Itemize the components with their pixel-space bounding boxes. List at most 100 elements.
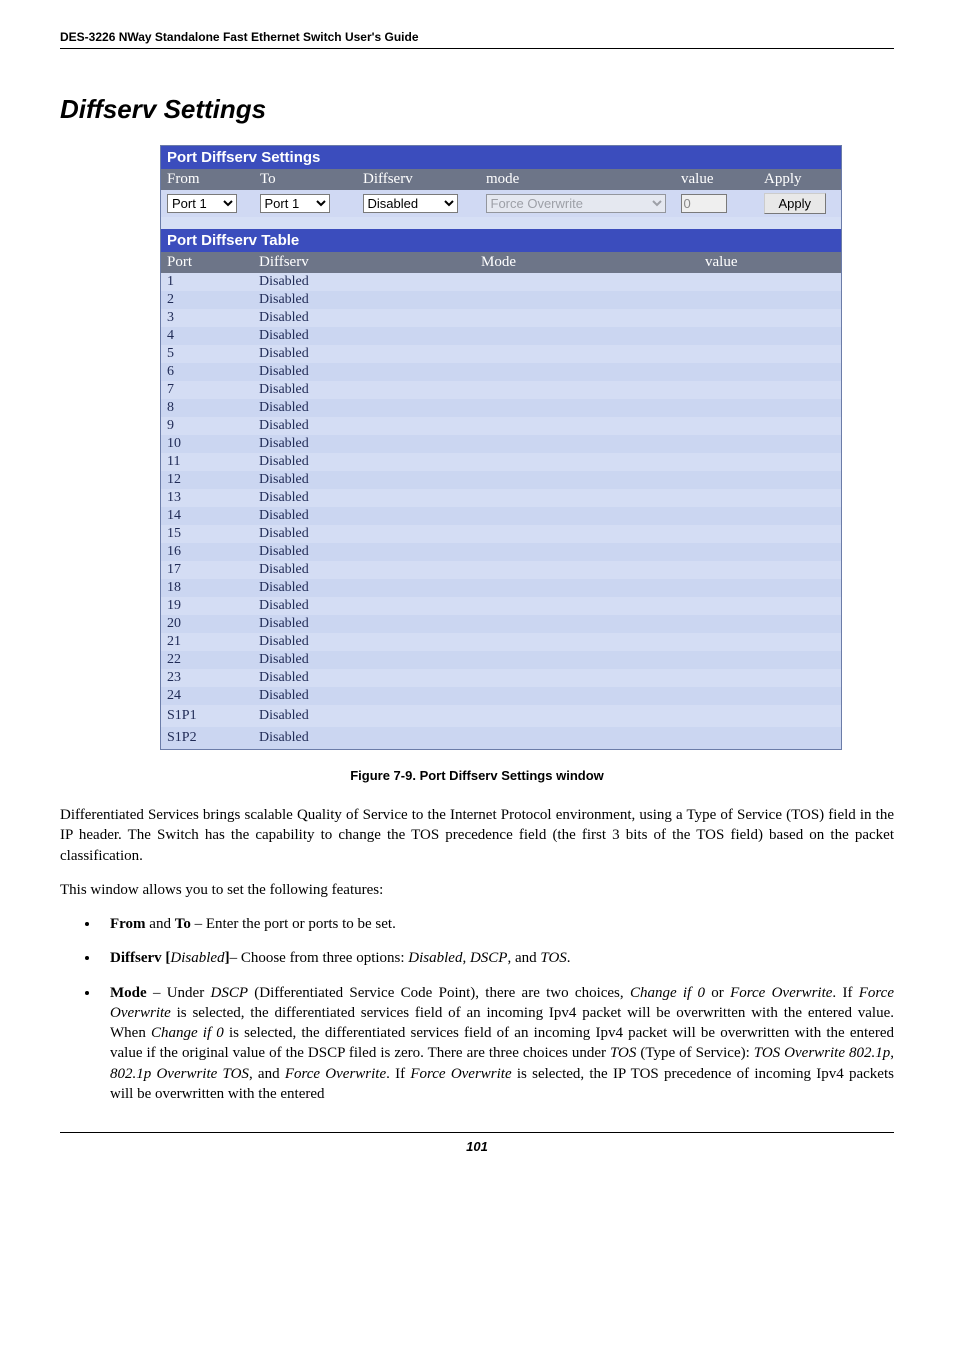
cell-value <box>699 705 841 727</box>
cell-port: 6 <box>161 363 253 381</box>
cell-diffserv: Disabled <box>253 579 475 597</box>
cell-value <box>699 579 841 597</box>
diffserv-table: Port Diffserv Mode value 1Disabled2Disab… <box>161 252 841 749</box>
table-row: 7Disabled <box>161 381 841 399</box>
table-row: 15Disabled <box>161 525 841 543</box>
th-diffserv: Diffserv <box>253 252 475 273</box>
cell-mode <box>475 309 699 327</box>
cell-port: 19 <box>161 597 253 615</box>
table-row: 24Disabled <box>161 687 841 705</box>
bullet-from-to: From and To – Enter the port or ports to… <box>100 914 894 934</box>
table-row: 3Disabled <box>161 309 841 327</box>
header-value: value <box>675 169 758 190</box>
to-select[interactable]: Port 1 <box>260 194 330 213</box>
cell-mode <box>475 489 699 507</box>
cell-mode <box>475 525 699 543</box>
header-from: From <box>161 169 254 190</box>
table-row: 18Disabled <box>161 579 841 597</box>
cell-value <box>699 399 841 417</box>
header-mode: mode <box>480 169 675 190</box>
settings-header-row: From To Diffserv mode value Apply <box>161 169 841 190</box>
value-input[interactable] <box>681 194 727 213</box>
table-row: 21Disabled <box>161 633 841 651</box>
cell-mode <box>475 633 699 651</box>
table-row: 2Disabled <box>161 291 841 309</box>
diffserv-select[interactable]: Disabled <box>363 194 458 213</box>
cell-port: 10 <box>161 435 253 453</box>
table-row: 11Disabled <box>161 453 841 471</box>
cell-port: 3 <box>161 309 253 327</box>
cell-diffserv: Disabled <box>253 561 475 579</box>
cell-diffserv: Disabled <box>253 363 475 381</box>
from-select[interactable]: Port 1 <box>167 194 237 213</box>
table-row: 20Disabled <box>161 615 841 633</box>
cell-port: 13 <box>161 489 253 507</box>
cell-diffserv: Disabled <box>253 633 475 651</box>
cell-value <box>699 309 841 327</box>
table-row: 19Disabled <box>161 597 841 615</box>
cell-value <box>699 273 841 291</box>
cell-port: 23 <box>161 669 253 687</box>
table-row: S1P1Disabled <box>161 705 841 727</box>
cell-value <box>699 417 841 435</box>
cell-mode <box>475 669 699 687</box>
paragraph-1: Differentiated Services brings scalable … <box>60 805 894 866</box>
cell-value <box>699 561 841 579</box>
cell-value <box>699 687 841 705</box>
cell-mode <box>475 453 699 471</box>
cell-diffserv: Disabled <box>253 291 475 309</box>
apply-button[interactable]: Apply <box>764 193 827 214</box>
figure-caption: Figure 7-9. Port Diffserv Settings windo… <box>60 768 894 783</box>
cell-value <box>699 435 841 453</box>
table-row: 6Disabled <box>161 363 841 381</box>
header-diffserv: Diffserv <box>357 169 480 190</box>
cell-mode <box>475 615 699 633</box>
cell-value <box>699 327 841 345</box>
table-row: 1Disabled <box>161 273 841 291</box>
cell-port: 22 <box>161 651 253 669</box>
cell-mode <box>475 687 699 705</box>
cell-diffserv: Disabled <box>253 543 475 561</box>
bullet-mode: Mode – Under DSCP (Differentiated Servic… <box>100 983 894 1105</box>
cell-value <box>699 345 841 363</box>
table-row: 8Disabled <box>161 399 841 417</box>
mode-select[interactable]: Force Overwrite <box>486 194 666 213</box>
cell-diffserv: Disabled <box>253 525 475 543</box>
cell-diffserv: Disabled <box>253 399 475 417</box>
cell-mode <box>475 273 699 291</box>
cell-port: 15 <box>161 525 253 543</box>
cell-port: 9 <box>161 417 253 435</box>
table-row: 12Disabled <box>161 471 841 489</box>
cell-mode <box>475 579 699 597</box>
cell-mode <box>475 507 699 525</box>
cell-value <box>699 471 841 489</box>
cell-diffserv: Disabled <box>253 471 475 489</box>
cell-port: S1P2 <box>161 727 253 749</box>
cell-value <box>699 489 841 507</box>
table-row: 13Disabled <box>161 489 841 507</box>
panel-title: Port Diffserv Settings <box>161 146 841 169</box>
cell-mode <box>475 543 699 561</box>
cell-value <box>699 381 841 399</box>
cell-mode <box>475 651 699 669</box>
cell-port: 16 <box>161 543 253 561</box>
cell-diffserv: Disabled <box>253 705 475 727</box>
table-row: 17Disabled <box>161 561 841 579</box>
cell-value <box>699 669 841 687</box>
cell-port: 21 <box>161 633 253 651</box>
cell-mode <box>475 727 699 749</box>
page-number: 101 <box>60 1132 894 1154</box>
cell-diffserv: Disabled <box>253 669 475 687</box>
table-title: Port Diffserv Table <box>161 229 841 252</box>
cell-diffserv: Disabled <box>253 651 475 669</box>
cell-mode <box>475 471 699 489</box>
cell-diffserv: Disabled <box>253 381 475 399</box>
cell-diffserv: Disabled <box>253 417 475 435</box>
cell-diffserv: Disabled <box>253 507 475 525</box>
cell-value <box>699 597 841 615</box>
cell-diffserv: Disabled <box>253 345 475 363</box>
th-mode: Mode <box>475 252 699 273</box>
cell-port: 20 <box>161 615 253 633</box>
cell-diffserv: Disabled <box>253 489 475 507</box>
cell-diffserv: Disabled <box>253 615 475 633</box>
